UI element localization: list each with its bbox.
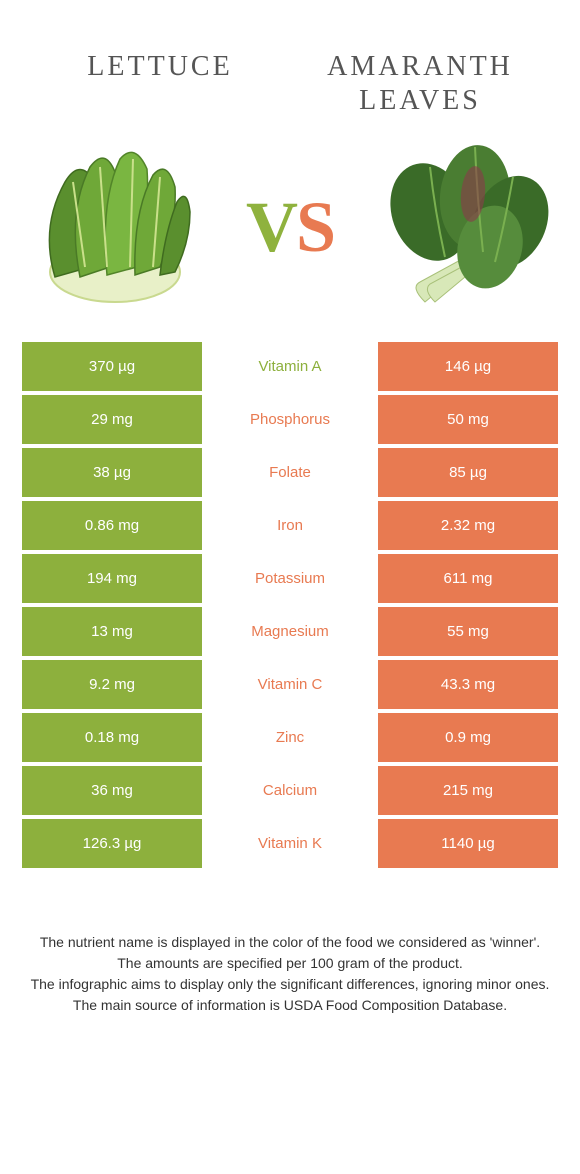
value-left: 29 mg: [22, 395, 202, 444]
title-left: LETTUCE: [30, 50, 290, 84]
title-right: AMARANTH LEAVES: [290, 50, 550, 117]
vs-s: S: [296, 187, 334, 267]
value-left: 13 mg: [22, 607, 202, 656]
footnote-line: The nutrient name is displayed in the co…: [30, 932, 550, 953]
value-right: 0.9 mg: [378, 713, 558, 762]
header: LETTUCE AMARANTH LEAVES: [0, 0, 580, 127]
value-right: 611 mg: [378, 554, 558, 603]
amaranth-image: [370, 137, 560, 317]
nutrient-label: Magnesium: [202, 607, 378, 656]
value-right: 55 mg: [378, 607, 558, 656]
footnote-line: The amounts are specified per 100 gram o…: [30, 953, 550, 974]
table-row: 36 mgCalcium215 mg: [22, 766, 558, 815]
table-row: 29 mgPhosphorus50 mg: [22, 395, 558, 444]
nutrient-label: Calcium: [202, 766, 378, 815]
table-row: 0.86 mgIron2.32 mg: [22, 501, 558, 550]
value-right: 2.32 mg: [378, 501, 558, 550]
footnote-line: The infographic aims to display only the…: [30, 974, 550, 995]
nutrient-label: Zinc: [202, 713, 378, 762]
table-row: 0.18 mgZinc0.9 mg: [22, 713, 558, 762]
table-row: 9.2 mgVitamin C43.3 mg: [22, 660, 558, 709]
nutrient-label: Phosphorus: [202, 395, 378, 444]
nutrient-label: Vitamin K: [202, 819, 378, 868]
nutrient-label: Potassium: [202, 554, 378, 603]
comparison-table: 370 µgVitamin A146 µg29 mgPhosphorus50 m…: [0, 342, 580, 868]
value-left: 36 mg: [22, 766, 202, 815]
value-right: 215 mg: [378, 766, 558, 815]
nutrient-label: Folate: [202, 448, 378, 497]
value-left: 0.86 mg: [22, 501, 202, 550]
value-left: 9.2 mg: [22, 660, 202, 709]
value-left: 370 µg: [22, 342, 202, 391]
lettuce-image: [20, 137, 210, 317]
nutrient-label: Vitamin C: [202, 660, 378, 709]
value-right: 1140 µg: [378, 819, 558, 868]
images-row: VS: [0, 127, 580, 342]
value-left: 126.3 µg: [22, 819, 202, 868]
table-row: 38 µgFolate85 µg: [22, 448, 558, 497]
value-right: 146 µg: [378, 342, 558, 391]
table-row: 126.3 µgVitamin K1140 µg: [22, 819, 558, 868]
value-left: 38 µg: [22, 448, 202, 497]
value-right: 50 mg: [378, 395, 558, 444]
vs-v: V: [246, 187, 296, 267]
nutrient-label: Vitamin A: [202, 342, 378, 391]
table-row: 194 mgPotassium611 mg: [22, 554, 558, 603]
table-row: 370 µgVitamin A146 µg: [22, 342, 558, 391]
value-left: 0.18 mg: [22, 713, 202, 762]
vs-label: VS: [246, 186, 334, 269]
nutrient-label: Iron: [202, 501, 378, 550]
value-left: 194 mg: [22, 554, 202, 603]
table-row: 13 mgMagnesium55 mg: [22, 607, 558, 656]
value-right: 43.3 mg: [378, 660, 558, 709]
footnote-line: The main source of information is USDA F…: [30, 995, 550, 1016]
value-right: 85 µg: [378, 448, 558, 497]
footnotes: The nutrient name is displayed in the co…: [0, 872, 580, 1016]
